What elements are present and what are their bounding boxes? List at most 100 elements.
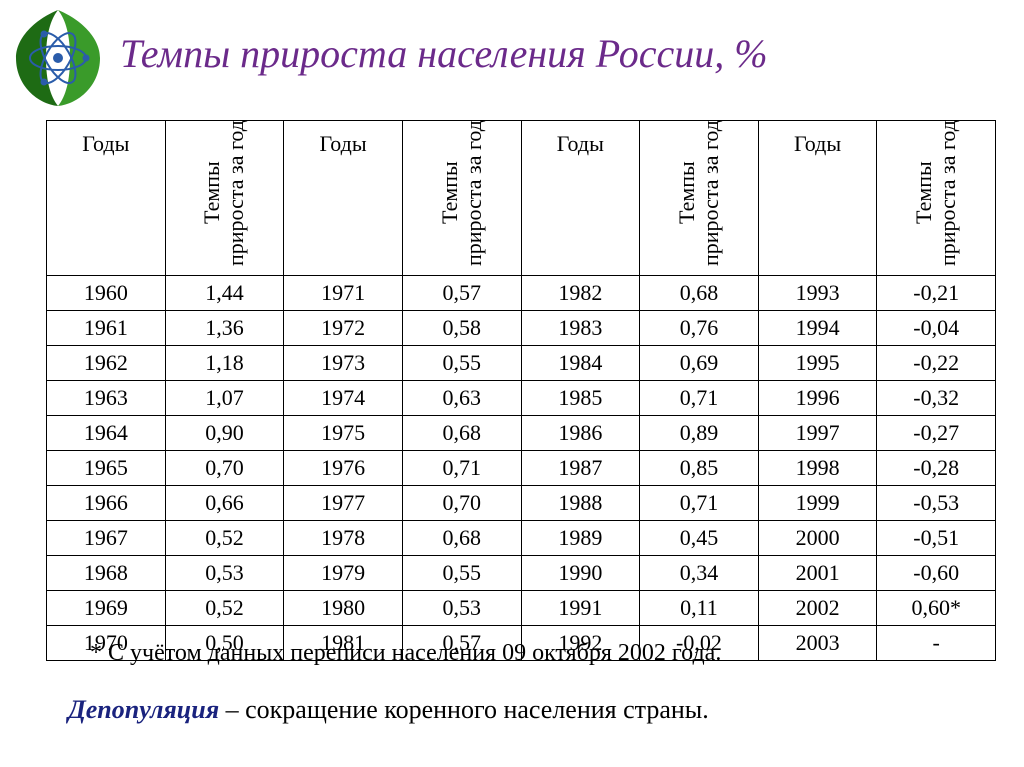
table-cell: 0,60*: [877, 591, 996, 626]
table-cell: 1993: [758, 276, 877, 311]
table-cell: 2002: [758, 591, 877, 626]
table-cell: 1978: [284, 521, 403, 556]
data-table-container: Годы Темпы прироста за год Годы Темпы пр…: [46, 120, 996, 661]
table-cell: 1,44: [165, 276, 284, 311]
growth-rate-table: Годы Темпы прироста за год Годы Темпы пр…: [46, 120, 996, 661]
table-cell: 1977: [284, 486, 403, 521]
col-header-rate-2: Темпы прироста за год: [402, 121, 521, 276]
table-cell: 0,63: [402, 381, 521, 416]
table-cell: 1995: [758, 346, 877, 381]
table-cell: 1976: [284, 451, 403, 486]
table-row: 19621,1819730,5519840,691995-0,22: [47, 346, 996, 381]
table-cell: -0,51: [877, 521, 996, 556]
table-cell: 1994: [758, 311, 877, 346]
table-cell: 1982: [521, 276, 640, 311]
table-cell: 0,55: [402, 346, 521, 381]
table-cell: 1966: [47, 486, 166, 521]
table-cell: 1985: [521, 381, 640, 416]
table-cell: 1972: [284, 311, 403, 346]
table-cell: 1,07: [165, 381, 284, 416]
table-cell: 0,34: [640, 556, 759, 591]
table-cell: 1990: [521, 556, 640, 591]
table-cell: -0,22: [877, 346, 996, 381]
table-cell: 0,89: [640, 416, 759, 451]
table-cell: 0,71: [640, 381, 759, 416]
col-header-rate-3: Темпы прироста за год: [640, 121, 759, 276]
table-cell: 1971: [284, 276, 403, 311]
table-cell: 1997: [758, 416, 877, 451]
table-cell: -0,04: [877, 311, 996, 346]
table-cell: 0,11: [640, 591, 759, 626]
table-cell: 0,45: [640, 521, 759, 556]
table-cell: 0,53: [402, 591, 521, 626]
col-header-year-3: Годы: [521, 121, 640, 276]
col-header-year-1: Годы: [47, 121, 166, 276]
table-cell: 0,68: [640, 276, 759, 311]
table-cell: 1998: [758, 451, 877, 486]
definition-term: Депопуляция: [68, 695, 219, 724]
table-cell: 0,58: [402, 311, 521, 346]
table-cell: -0,32: [877, 381, 996, 416]
table-cell: 1979: [284, 556, 403, 591]
table-cell: 0,66: [165, 486, 284, 521]
table-cell: 0,90: [165, 416, 284, 451]
col-header-year-2: Годы: [284, 121, 403, 276]
table-cell: -: [877, 626, 996, 661]
table-cell: 0,71: [640, 486, 759, 521]
col-header-year-4: Годы: [758, 121, 877, 276]
table-cell: 1983: [521, 311, 640, 346]
slide-title: Темпы прироста населения России, %: [120, 30, 1024, 77]
table-cell: 1962: [47, 346, 166, 381]
table-cell: 1991: [521, 591, 640, 626]
definition-line: Депопуляция – сокращение коренного насел…: [68, 695, 709, 725]
table-cell: -0,60: [877, 556, 996, 591]
table-footnote: * С учётом данных переписи населения 09 …: [90, 640, 721, 667]
table-cell: 0,85: [640, 451, 759, 486]
table-cell: -0,53: [877, 486, 996, 521]
table-row: 19611,3619720,5819830,761994-0,04: [47, 311, 996, 346]
col-header-rate-1: Темпы прироста за год: [165, 121, 284, 276]
table-cell: 1964: [47, 416, 166, 451]
table-cell: 2003: [758, 626, 877, 661]
table-cell: 1996: [758, 381, 877, 416]
table-cell: 1974: [284, 381, 403, 416]
table-cell: 0,68: [402, 416, 521, 451]
table-cell: 1,18: [165, 346, 284, 381]
table-cell: 0,55: [402, 556, 521, 591]
definition-dash: –: [219, 695, 245, 724]
table-row: 19680,5319790,5519900,342001-0,60: [47, 556, 996, 591]
table-row: 19670,5219780,6819890,452000-0,51: [47, 521, 996, 556]
table-cell: 1980: [284, 591, 403, 626]
table-cell: 1988: [521, 486, 640, 521]
table-cell: 0,70: [165, 451, 284, 486]
table-cell: 0,57: [402, 276, 521, 311]
table-cell: 1987: [521, 451, 640, 486]
table-cell: 1975: [284, 416, 403, 451]
table-row: 19601,4419710,5719820,681993-0,21: [47, 276, 996, 311]
table-row: 19650,7019760,7119870,851998-0,28: [47, 451, 996, 486]
table-cell: 0,68: [402, 521, 521, 556]
table-cell: 1984: [521, 346, 640, 381]
table-cell: -0,21: [877, 276, 996, 311]
table-cell: 1967: [47, 521, 166, 556]
table-cell: 1960: [47, 276, 166, 311]
table-cell: 2000: [758, 521, 877, 556]
table-row: 19631,0719740,6319850,711996-0,32: [47, 381, 996, 416]
slide-logo: [8, 8, 108, 108]
table-cell: 1961: [47, 311, 166, 346]
table-cell: 1963: [47, 381, 166, 416]
table-cell: 0,70: [402, 486, 521, 521]
col-header-rate-4: Темпы прироста за год: [877, 121, 996, 276]
table-cell: 1986: [521, 416, 640, 451]
table-header-row: Годы Темпы прироста за год Годы Темпы пр…: [47, 121, 996, 276]
table-cell: 1968: [47, 556, 166, 591]
table-cell: 2001: [758, 556, 877, 591]
table-cell: -0,28: [877, 451, 996, 486]
table-cell: 0,52: [165, 521, 284, 556]
table-cell: 0,76: [640, 311, 759, 346]
table-body: 19601,4419710,5719820,681993-0,2119611,3…: [47, 276, 996, 661]
table-row: 19690,5219800,5319910,1120020,60*: [47, 591, 996, 626]
table-cell: 0,69: [640, 346, 759, 381]
table-cell: 1999: [758, 486, 877, 521]
table-row: 19640,9019750,6819860,891997-0,27: [47, 416, 996, 451]
